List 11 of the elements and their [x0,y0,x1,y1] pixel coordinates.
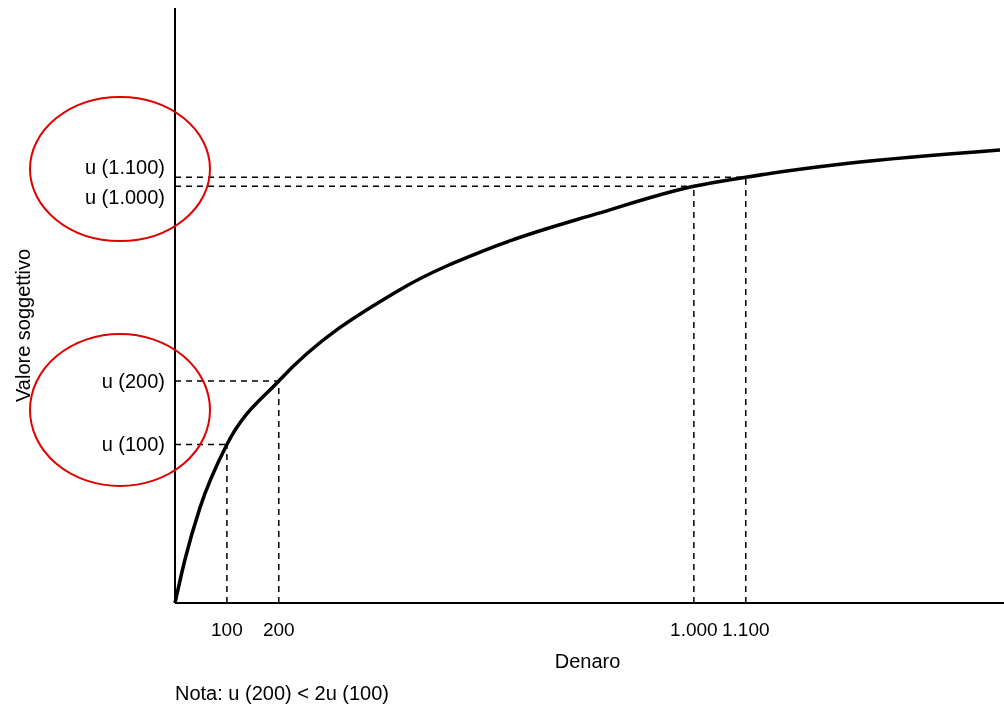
x-axis-title: Denaro [554,650,621,672]
ref-line-label: u (1.000) [84,185,165,208]
ref-line-label: u (100) [101,433,165,456]
ref-line-label: u (200) [101,370,165,393]
x-tick-label: 200 [262,619,295,640]
x-tick-label: 1.000 [670,619,718,640]
text: Valore soggettivo [12,248,34,403]
ref-line-label: u (1.100) [84,155,165,178]
text: Nota: u (200) < 2u (100) [175,682,390,704]
x-tick-label: 100 [211,619,243,640]
x-tick-label: 1.100 [721,619,770,640]
